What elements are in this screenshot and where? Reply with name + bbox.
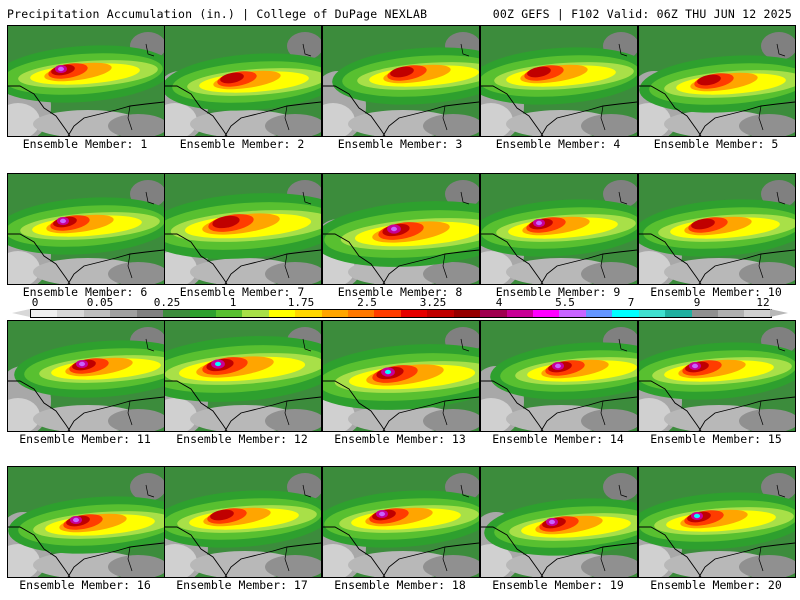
ensemble-member-map [7,320,165,432]
legend-swatch [744,310,771,317]
ensemble-member-map [7,466,165,578]
legend-swatch [717,310,745,317]
ensemble-member-label: Ensemble Member: 19 [492,578,624,592]
ensemble-member-map [638,25,796,137]
legend-swatch [480,310,507,317]
ensemble-member-label: Ensemble Member: 5 [653,137,779,151]
ensemble-member-map [164,25,322,137]
legend-swatch [559,310,586,317]
legend-swatch [665,310,692,317]
ensemble-member-map [638,466,796,578]
legend-tick-label: 0.05 [86,296,114,309]
ensemble-member-label: Ensemble Member: 13 [334,432,466,446]
ensemble-member-label: Ensemble Member: 18 [334,578,466,592]
ensemble-member-map [638,173,796,285]
legend-swatch [348,310,375,317]
ensemble-member-map [164,466,322,578]
ensemble-member-map [7,25,165,137]
legend-tick-label: 5.5 [555,296,575,309]
legend-swatch [163,310,190,317]
legend-swatch [110,310,137,317]
ensemble-member-map [638,320,796,432]
legend-swatch [691,310,718,317]
ensemble-member-map [480,173,638,285]
legend-swatch [242,310,269,317]
ensemble-member-map [322,25,480,137]
legend-tick-label: 1.75 [287,296,315,309]
legend-labels: 0 0.05 0.25 1 1.75 2.5 3.25 4 5.5 7 9 12 [0,296,800,309]
map-title: Precipitation Accumulation (in.) | Colle… [7,7,428,21]
ensemble-member-label: Ensemble Member: 7 [179,285,305,299]
ensemble-member-map [480,320,638,432]
legend-swatch [638,310,666,317]
legend-tick-label: 2.5 [357,296,377,309]
ensemble-member-map [322,466,480,578]
ensemble-member-label: Ensemble Member: 4 [495,137,621,151]
ensemble-member-label: Ensemble Member: 14 [492,432,624,446]
ensemble-member-map [164,320,322,432]
legend-tick-label: 12 [756,296,770,309]
ensemble-member-label: Ensemble Member: 17 [176,578,308,592]
legend-tick-label: 1 [229,296,237,309]
legend-swatch [215,310,243,317]
ensemble-member-map [322,320,480,432]
legend-swatch [612,310,639,317]
ensemble-member-map [322,173,480,285]
ensemble-member-label: Ensemble Member: 20 [650,578,782,592]
legend-swatch [136,310,164,317]
legend-min-arrow-icon [12,309,30,317]
legend-max-arrow-icon [770,309,788,317]
legend-swatch [321,310,349,317]
ensemble-member-label: Ensemble Member: 6 [22,285,148,299]
legend-swatch [533,310,560,317]
ensemble-member-label: Ensemble Member: 1 [22,137,148,151]
legend-tick-label: 7 [627,296,635,309]
ensemble-member-map [480,25,638,137]
model-run-info: 00Z GEFS | F102 Valid: 06Z THU JUN 12 20… [492,7,792,21]
ensemble-member-map [7,173,165,285]
legend-swatch [83,310,111,317]
legend-swatch [427,310,454,317]
legend-tick-label: 0 [31,296,39,309]
ensemble-member-label: Ensemble Member: 3 [337,137,463,151]
ensemble-member-label: Ensemble Member: 12 [176,432,308,446]
ensemble-member-label: Ensemble Member: 2 [179,137,305,151]
legend-tick-label: 0.25 [153,296,181,309]
legend-tick-label: 9 [693,296,701,309]
ensemble-member-label: Ensemble Member: 10 [650,285,782,299]
ensemble-member-map [164,173,322,285]
legend-swatch [506,310,534,317]
legend-swatch [57,310,84,317]
legend-swatch [374,310,401,317]
precipitation-legend: 0 0.05 0.25 1 1.75 2.5 3.25 4 5.5 7 9 12 [0,296,800,320]
ensemble-member-label: Ensemble Member: 9 [495,285,621,299]
legend-swatch [453,310,481,317]
legend-swatch [400,310,428,317]
legend-swatch [31,310,58,317]
legend-swatch [295,310,322,317]
ensemble-member-label: Ensemble Member: 16 [19,578,151,592]
legend-color-scale [30,309,772,318]
legend-swatch [268,310,296,317]
ensemble-member-label: Ensemble Member: 15 [650,432,782,446]
legend-swatch [189,310,216,317]
legend-tick-label: 4 [495,296,503,309]
ensemble-member-map [480,466,638,578]
ensemble-member-label: Ensemble Member: 11 [19,432,151,446]
legend-swatch [585,310,613,317]
ensemble-member-label: Ensemble Member: 8 [337,285,463,299]
legend-tick-label: 3.25 [419,296,447,309]
